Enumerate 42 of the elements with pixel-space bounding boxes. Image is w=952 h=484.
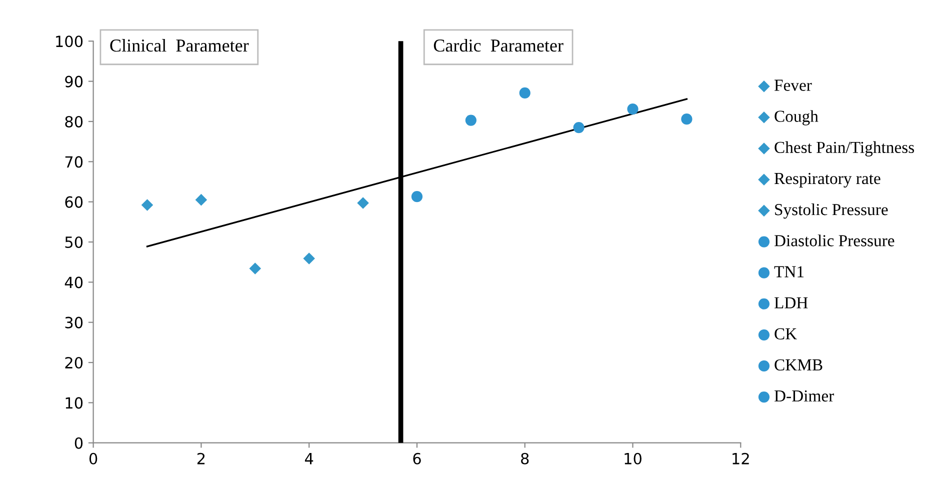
x-tick-label: 2 <box>197 452 205 464</box>
legend-label: CKMB <box>774 359 822 371</box>
point <box>627 103 638 115</box>
legend-label: LDH <box>774 297 808 308</box>
legend-label: Respiratory rate <box>774 172 880 188</box>
y-tick-label: 0 <box>74 437 83 449</box>
annotation: Clinical Parameter <box>110 38 249 52</box>
point <box>681 114 692 125</box>
point <box>357 197 369 209</box>
legend-label: Diastolic Pressure <box>774 234 894 246</box>
legend-label: CK <box>774 328 797 340</box>
x-tick-label: 6 <box>413 452 421 464</box>
x-tick-label: 8 <box>521 452 529 464</box>
y-tick-label: 20 <box>65 356 83 369</box>
y-tick-label: 40 <box>64 276 83 288</box>
annotation: Cardic Parameter <box>434 38 564 52</box>
x-tick-label: 12 <box>732 452 749 464</box>
point <box>195 194 208 206</box>
y-tick-label: 60 <box>65 196 83 208</box>
point <box>519 87 530 99</box>
point <box>465 114 476 126</box>
y-tick-label: 80 <box>65 116 83 128</box>
x-tick-label: 10 <box>624 452 642 464</box>
y-tick-label: 70 <box>65 156 83 168</box>
point <box>573 122 584 134</box>
point <box>411 191 423 202</box>
x-tick-label: 0 <box>89 452 98 464</box>
legend-label: D-Dimer <box>774 390 834 402</box>
legend-label: TN1 <box>774 266 804 278</box>
y-tick-label: 100 <box>56 36 83 48</box>
legend-label: Fever <box>774 80 812 91</box>
legend-label: Systolic Pressure <box>775 203 888 219</box>
y-tick-label: 90 <box>65 76 83 88</box>
legend-label: Chest Pain/Tightness <box>774 141 914 156</box>
y-tick-label: 10 <box>66 397 83 409</box>
point <box>303 252 315 264</box>
x-tick-label: 4 <box>304 453 314 464</box>
legend-label: Cough <box>774 110 818 126</box>
point <box>141 199 154 211</box>
y-tick-label: 50 <box>65 236 83 248</box>
point <box>249 262 262 274</box>
y-tick-label: 30 <box>65 316 83 328</box>
